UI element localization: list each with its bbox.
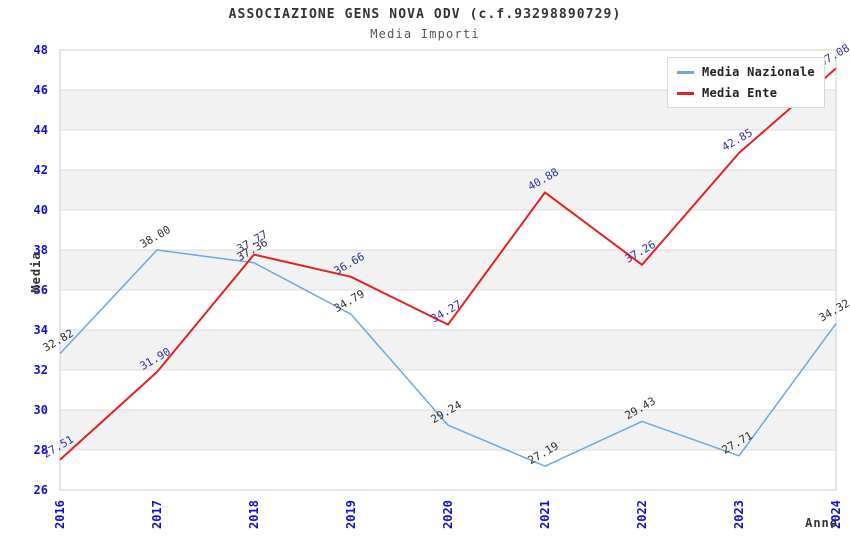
y-tick-label: 34 bbox=[34, 323, 48, 337]
y-tick-label: 40 bbox=[34, 203, 48, 217]
x-tick-label: 2021 bbox=[538, 500, 552, 529]
point-label: 38.00 bbox=[138, 223, 173, 251]
legend-item-media-nazionale: Media Nazionale bbox=[677, 65, 815, 79]
grid-band bbox=[60, 410, 836, 450]
legend-line-swatch-media-nazionale-icon bbox=[677, 70, 694, 74]
chart-subtitle: Media Importi bbox=[370, 27, 480, 41]
x-tick-label: 2017 bbox=[150, 500, 164, 529]
plot-border bbox=[59, 49, 837, 491]
x-tick-label: 2020 bbox=[441, 500, 455, 529]
point-label: 27.51 bbox=[41, 433, 76, 461]
y-tick-label: 36 bbox=[34, 283, 48, 297]
y-tick-label: 46 bbox=[34, 83, 48, 97]
legend: Media Nazionale Media Ente bbox=[667, 57, 825, 108]
y-tick-label: 28 bbox=[34, 443, 48, 457]
y-tick-label: 42 bbox=[34, 163, 48, 177]
series-line-media-ente bbox=[59, 67, 837, 461]
x-tick-label: 2016 bbox=[53, 500, 67, 529]
y-tick-label: 38 bbox=[34, 243, 48, 257]
point-label: 34.27 bbox=[429, 298, 464, 326]
x-axis-title: Anno bbox=[805, 516, 838, 530]
y-tick-label: 44 bbox=[34, 123, 48, 137]
y-axis-title: Media bbox=[29, 251, 43, 293]
series-line-media-nazionale bbox=[59, 249, 837, 467]
x-tick-label: 2019 bbox=[344, 500, 358, 529]
x-tick-label: 2022 bbox=[635, 500, 649, 529]
y-tick-label: 32 bbox=[34, 363, 48, 377]
x-tick-label: 2018 bbox=[247, 500, 261, 529]
legend-line-swatch-media-ente-icon bbox=[677, 91, 694, 95]
legend-label-media-nazionale: Media Nazionale bbox=[702, 65, 815, 79]
point-label: 34.32 bbox=[817, 297, 850, 325]
legend-item-media-ente: Media Ente bbox=[677, 86, 815, 100]
chart-title: ASSOCIAZIONE GENS NOVA ODV (c.f.93298890… bbox=[228, 7, 622, 22]
grid-band bbox=[60, 330, 836, 370]
y-tick-label: 48 bbox=[34, 43, 48, 57]
point-label: 34.79 bbox=[332, 287, 367, 315]
grid-band bbox=[60, 250, 836, 290]
x-tick-label: 2023 bbox=[732, 500, 746, 529]
legend-label-media-ente: Media Ente bbox=[702, 86, 778, 100]
y-tick-label: 30 bbox=[34, 403, 48, 417]
y-tick-label: 26 bbox=[34, 483, 48, 497]
x-tick-label: 2024 bbox=[829, 500, 843, 529]
